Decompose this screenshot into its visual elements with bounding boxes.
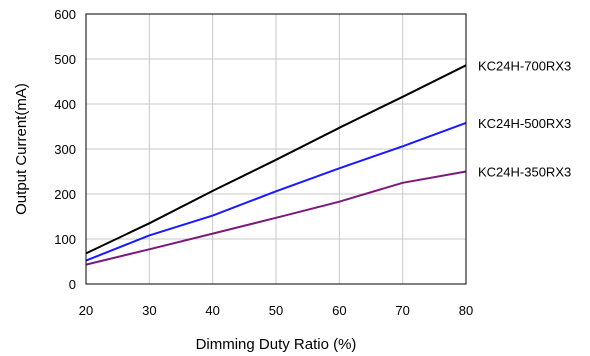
y-tick-label: 600 bbox=[54, 7, 76, 22]
series-label: KC24H-500RX3 bbox=[478, 116, 571, 131]
y-tick-label: 300 bbox=[54, 142, 76, 157]
y-tick-label: 500 bbox=[54, 52, 76, 67]
y-tick-labels: 0 100 200 300 400 500 600 bbox=[54, 7, 76, 292]
series-line bbox=[85, 64, 467, 255]
y-tick-label: 0 bbox=[69, 277, 76, 292]
series-lines bbox=[85, 64, 467, 266]
plot-frame bbox=[85, 13, 467, 285]
y-axis-title: Output Current(mA) bbox=[13, 83, 30, 215]
x-tick-labels: 20 30 40 50 60 70 80 bbox=[79, 303, 473, 318]
x-axis-title: Dimming Duty Ratio (%) bbox=[196, 336, 357, 353]
grid bbox=[85, 13, 467, 285]
series-label: KC24H-700RX3 bbox=[478, 58, 571, 73]
x-tick-label: 50 bbox=[269, 303, 283, 318]
x-tick-label: 80 bbox=[459, 303, 473, 318]
y-tick-label: 200 bbox=[54, 187, 76, 202]
series-line bbox=[85, 121, 467, 262]
series-line bbox=[85, 170, 467, 266]
x-tick-label: 70 bbox=[395, 303, 409, 318]
series-label: KC24H-350RX3 bbox=[478, 165, 571, 180]
y-tick-label: 400 bbox=[54, 97, 76, 112]
y-tick-label: 100 bbox=[54, 232, 76, 247]
series-labels: KC24H-700RX3 KC24H-500RX3 KC24H-350RX3 bbox=[478, 58, 571, 179]
x-tick-label: 60 bbox=[332, 303, 346, 318]
x-tick-label: 20 bbox=[79, 303, 93, 318]
x-tick-label: 30 bbox=[142, 303, 156, 318]
x-tick-label: 40 bbox=[205, 303, 219, 318]
